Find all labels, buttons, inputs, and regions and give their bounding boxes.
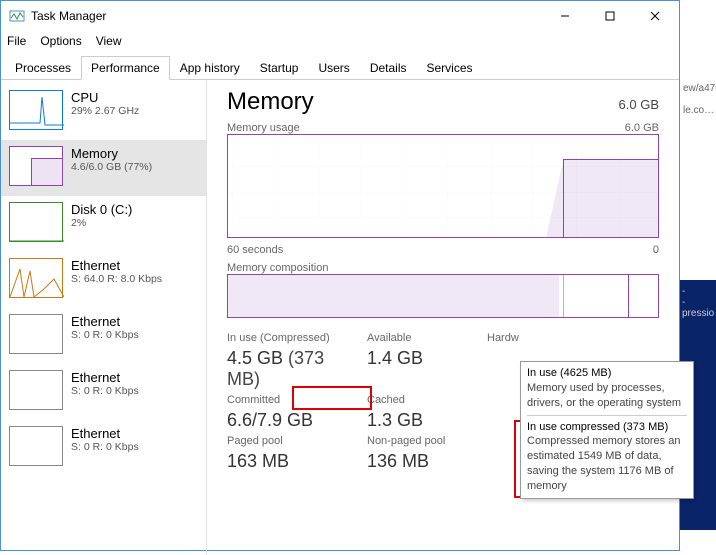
tab-services[interactable]: Services [417,56,483,80]
sidebar-item-sub: S: 0 R: 0 Kbps [71,441,139,453]
tooltip-inuse-body: Memory used by processes, drivers, or th… [527,381,687,411]
tab-users[interactable]: Users [308,56,359,80]
sidebar: CPU29% 2.67 GHz Memory4.6/6.0 GB (77%) D… [1,80,207,555]
tooltip-compressed-title: In use compressed (373 MB) [527,420,687,435]
available-label: Available [367,332,477,344]
sidebar-item-sub: S: 64.0 R: 8.0 Kbps [71,273,162,285]
sidebar-thumb [9,370,63,410]
hardware-label: Hardw [487,332,567,344]
memory-composition-bar[interactable] [227,274,659,318]
sidebar-thumb [9,314,63,354]
sidebar-item-sub: 2% [71,217,132,229]
menu-view[interactable]: View [96,34,122,48]
sidebar-item-memory[interactable]: Memory4.6/6.0 GB (77%) [1,140,206,196]
cached-label: Cached [367,394,477,406]
maximize-button[interactable] [587,2,632,31]
in-use-value: 4.5 GB (373 MB) [227,348,357,390]
committed-value: 6.6/7.9 GB [227,410,357,431]
memory-capacity: 6.0 GB [619,97,659,112]
xaxis-right: 0 [653,244,659,256]
sidebar-thumb [9,426,63,466]
in-use-label: In use (Compressed) [227,332,357,344]
menu-options[interactable]: Options [40,34,81,48]
sidebar-item-name: Ethernet [71,370,139,385]
sidebar-item-name: Ethernet [71,258,162,273]
page-title: Memory [227,88,314,116]
minimize-button[interactable] [542,2,587,31]
tab-startup[interactable]: Startup [250,56,309,80]
sidebar-thumb [9,258,63,298]
sidebar-item-sub: 29% 2.67 GHz [71,105,139,117]
annotation-highlight-compressed [292,386,372,410]
sidebar-thumb [9,90,63,130]
memory-composition-tooltip: In use (4625 MB) Memory used by processe… [520,361,694,499]
tooltip-inuse-title: In use (4625 MB) [527,366,687,381]
tab-details[interactable]: Details [360,56,417,80]
sidebar-thumb [9,202,63,242]
menubar: File Options View [1,31,679,51]
sidebar-item-cpu[interactable]: CPU29% 2.67 GHz [1,84,206,140]
usage-label: Memory usage [227,122,300,134]
task-manager-icon [9,8,25,24]
sidebar-item-ethernet[interactable]: EthernetS: 64.0 R: 8.0 Kbps [1,252,206,308]
sidebar-item-ethernet[interactable]: EthernetS: 0 R: 0 Kbps [1,420,206,476]
memory-usage-chart[interactable] [227,134,659,238]
tooltip-compressed-body: Compressed memory stores an estimated 15… [527,434,687,493]
tab-bar: ProcessesPerformanceApp historyStartupUs… [1,51,679,80]
sidebar-item-sub: S: 0 R: 0 Kbps [71,385,139,397]
nonpaged-pool-label: Non-paged pool [367,435,477,447]
sidebar-item-disk-0--c--[interactable]: Disk 0 (C:)2% [1,196,206,252]
sidebar-item-sub: S: 0 R: 0 Kbps [71,329,139,341]
tab-performance[interactable]: Performance [81,56,170,80]
tab-processes[interactable]: Processes [5,56,81,80]
tab-app-history[interactable]: App history [170,56,250,80]
cached-value: 1.3 GB [367,410,477,431]
titlebar[interactable]: Task Manager [1,1,679,31]
usage-max: 6.0 GB [625,122,659,134]
nonpaged-pool-value: 136 MB [367,451,477,472]
close-button[interactable] [632,2,677,31]
window-title: Task Manager [31,9,542,23]
sidebar-item-name: Ethernet [71,426,139,441]
paged-pool-label: Paged pool [227,435,357,447]
menu-file[interactable]: File [7,34,26,48]
sidebar-item-name: CPU [71,90,139,105]
sidebar-item-sub: 4.6/6.0 GB (77%) [71,161,152,173]
paged-pool-value: 163 MB [227,451,357,472]
sidebar-item-ethernet[interactable]: EthernetS: 0 R: 0 Kbps [1,364,206,420]
composition-label: Memory composition [227,262,328,274]
sidebar-item-name: Memory [71,146,152,161]
sidebar-thumb [9,146,63,186]
sidebar-item-name: Disk 0 (C:) [71,202,132,217]
xaxis-left: 60 seconds [227,244,283,256]
sidebar-item-name: Ethernet [71,314,139,329]
sidebar-item-ethernet[interactable]: EthernetS: 0 R: 0 Kbps [1,308,206,364]
background-tab-fragment: ew/a4768le.co… [680,80,716,120]
available-value: 1.4 GB [367,348,477,390]
